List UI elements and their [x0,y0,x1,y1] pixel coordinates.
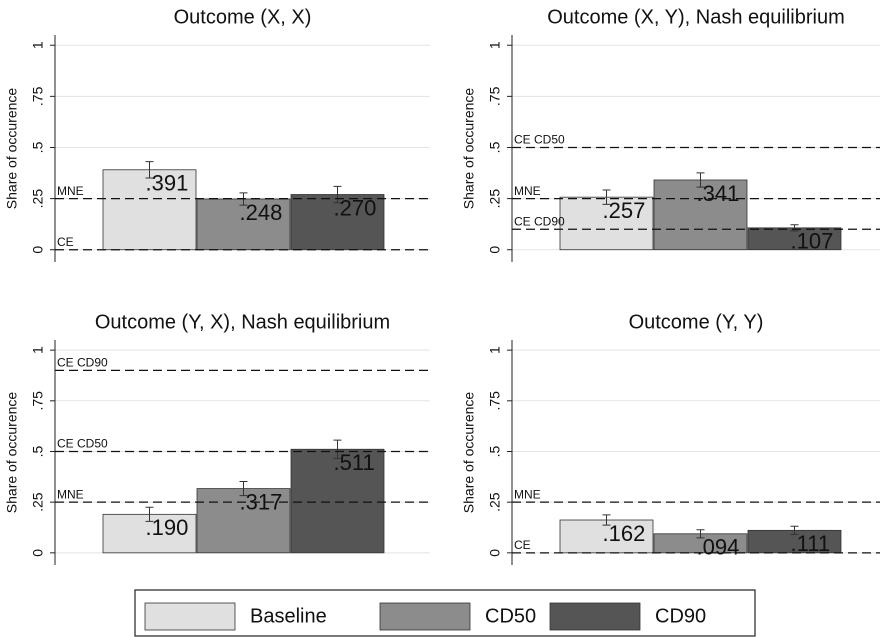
chart-title: Outcome (Y, X), Nash equilibrium [95,311,390,333]
reference-label: CE CD90 [514,214,565,228]
error-bar [790,525,799,535]
y-tick-label: 0 [30,549,46,557]
value-label: .270 [334,195,377,220]
legend-swatch [379,602,471,631]
y-axis-label: Share of occurence [461,392,477,514]
y-tick-label: .5 [487,445,503,457]
y-tick-label: 1 [487,41,503,49]
error-bar [602,189,611,205]
y-tick-label: .75 [30,391,46,411]
y-tick-label: .5 [30,141,46,153]
value-label: .094 [697,535,740,560]
chart-title: Outcome (X, X) [174,6,312,28]
value-label: .391 [146,171,189,196]
error-bar [696,529,705,539]
legend-label: CD50 [485,605,536,627]
legend-label: CD90 [655,605,706,627]
error-bar [145,506,154,522]
reference-label: CE [514,538,531,552]
y-tick-label: 1 [30,41,46,49]
reference-label: MNE [514,184,541,198]
y-tick-label: .5 [30,445,46,457]
chart-title: Outcome (X, Y), Nash equilibrium [547,6,845,28]
value-label: .111 [791,531,831,556]
y-tick-label: .75 [487,86,503,106]
reference-label: CE CD50 [514,133,565,147]
y-axis-label: Share of occurence [4,88,20,210]
bar [653,179,748,251]
y-axis-label: Share of occurence [4,392,20,514]
legend-label: Baseline [250,605,327,627]
value-label: .341 [697,181,740,206]
error-bar [333,185,342,204]
value-label: .107 [791,229,834,254]
bar [290,448,385,554]
y-tick-label: .25 [30,189,46,209]
reference-label: MNE [57,184,84,198]
y-tick-label: .75 [30,86,46,106]
reference-label: CE CD50 [57,437,108,451]
value-label: .162 [603,521,646,546]
y-tick-label: .25 [487,189,503,209]
error-bar [145,161,154,179]
bar [196,198,291,251]
reference-label: CE [57,235,74,249]
value-label: .190 [146,515,189,540]
reference-label: MNE [514,487,541,501]
value-label: .257 [603,198,646,223]
y-tick-label: .75 [487,391,503,411]
bar [290,194,385,251]
y-tick-label: .5 [487,141,503,153]
y-tick-label: 0 [30,246,46,254]
y-tick-label: 0 [487,246,503,254]
y-tick-label: 1 [30,346,46,354]
error-bar [333,439,342,459]
y-axis-label: Share of occurence [461,88,477,210]
legend-swatch [549,602,641,631]
bar [559,196,654,251]
chart-title: Outcome (Y, Y) [629,311,764,333]
bar [196,488,291,554]
error-bar [602,514,611,526]
legend-swatch [144,602,236,631]
reference-label: CE CD90 [57,356,108,370]
y-tick-label: 1 [487,346,503,354]
error-bar [239,480,248,497]
value-label: .248 [240,200,283,225]
value-label: .317 [240,489,283,514]
value-label: .511 [334,450,375,475]
error-bar [696,172,705,188]
reference-label: MNE [57,487,84,501]
bar [102,169,197,251]
y-tick-label: 0 [487,549,503,557]
y-tick-label: .25 [487,492,503,512]
y-tick-label: .25 [30,492,46,512]
